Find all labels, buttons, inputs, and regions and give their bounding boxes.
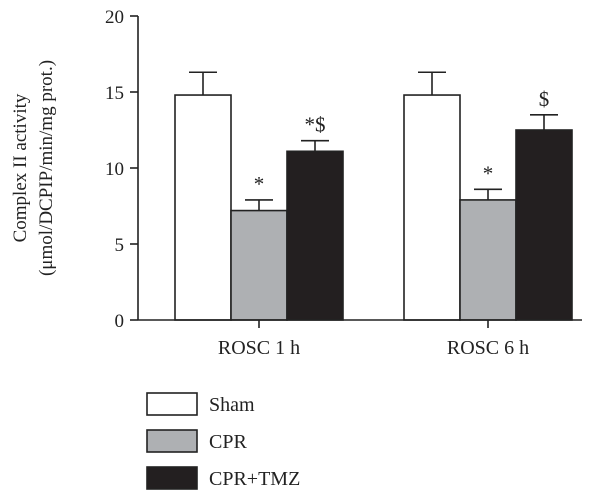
y-tick-label-2: 10 [105, 159, 124, 180]
x-tick-label-0: ROSC 1 h [218, 337, 300, 359]
y-axis-title: Complex II activity (μmol/DCPIP/min/mg p… [10, 60, 57, 276]
bar-1-2 [515, 129, 573, 321]
legend-swatch-2 [146, 466, 198, 490]
legend-label-1: CPR [209, 431, 247, 453]
y-tick-label-1: 5 [115, 235, 125, 256]
x-axis: ROSC 1 h ROSC 6 h [138, 319, 582, 359]
significance-label-0-1: * [254, 172, 265, 196]
bar-1-1 [459, 199, 517, 321]
bars: **$*$ [174, 71, 573, 321]
y-tick-label-3: 15 [105, 83, 124, 104]
y-axis: 0 5 10 15 20 [105, 7, 139, 332]
x-tick-label-1: ROSC 6 h [447, 337, 529, 359]
y-axis-title-line2: (μmol/DCPIP/min/mg prot.) [36, 60, 57, 276]
legend-label-2: CPR+TMZ [209, 468, 300, 490]
bar-0-2 [286, 150, 344, 321]
bar-0-1 [230, 209, 288, 321]
bar-0-0 [174, 94, 232, 321]
legend-label-0: Sham [209, 394, 255, 416]
significance-label-0-2: *$ [305, 113, 326, 137]
bar-1-0 [403, 94, 461, 321]
significance-label-1-2: $ [539, 87, 550, 111]
legend-swatch-1 [146, 429, 198, 453]
significance-label-1-1: * [483, 161, 494, 185]
y-tick-label-4: 20 [105, 7, 124, 28]
legend: Sham CPR CPR+TMZ [146, 392, 300, 490]
y-tick-label-0: 0 [115, 311, 125, 332]
legend-swatch-0 [146, 392, 198, 416]
y-axis-title-line1: Complex II activity [10, 93, 31, 242]
